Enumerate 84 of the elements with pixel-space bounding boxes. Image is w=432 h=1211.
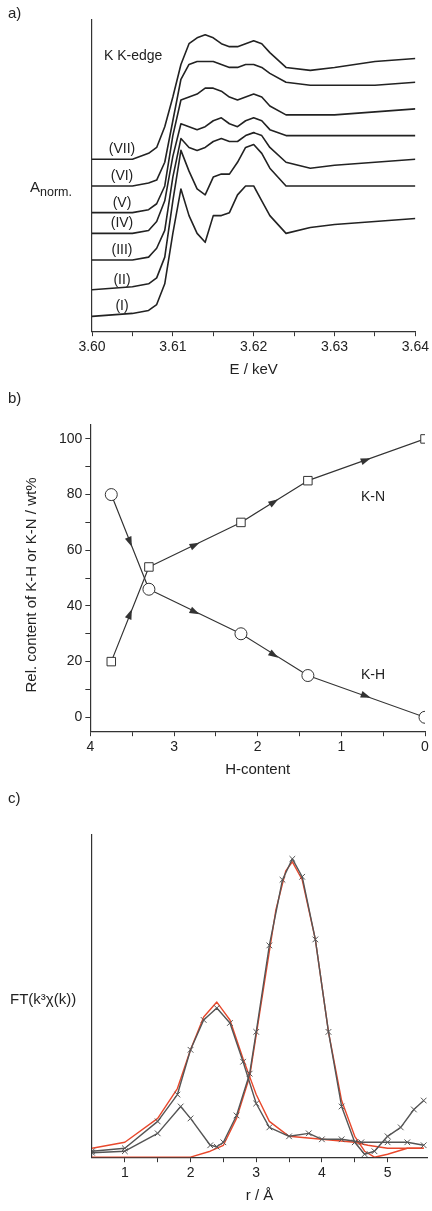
point (289, 855, 296, 863)
y-axis-title: FT(k³χ(k)) (10, 990, 77, 1007)
point (154, 1118, 162, 1125)
point (234, 627, 248, 641)
point (252, 1100, 260, 1107)
x-axis-title: H-content (225, 760, 292, 778)
point (285, 1132, 293, 1140)
series-label: (I) (115, 297, 129, 314)
y-axis-title: Rel. content of K-H or K-N / wt% (21, 477, 39, 693)
point (200, 1016, 207, 1024)
point (266, 1124, 273, 1131)
y-tick-label: 100 (59, 429, 83, 446)
y-tick-label: 40 (66, 596, 83, 613)
x-tick-label: 2 (253, 738, 262, 755)
x-tick-label: 3.64 (401, 338, 430, 355)
point (357, 1138, 365, 1146)
point (303, 475, 313, 486)
x-axis-title: r / Å (245, 1186, 274, 1204)
point (305, 1130, 313, 1137)
point (220, 1138, 227, 1146)
x-tick-label: 4 (318, 1164, 326, 1181)
annotation: K K-edge (104, 46, 163, 63)
point (298, 873, 306, 881)
point (144, 562, 154, 572)
x-tick-label: 3.63 (320, 338, 349, 355)
point (361, 1150, 368, 1158)
point (371, 1147, 378, 1155)
x-tick-label: 1 (120, 1164, 129, 1181)
point (397, 1124, 405, 1131)
x-tick-label: 3 (252, 1164, 261, 1181)
point (174, 1091, 181, 1098)
x-tick-label: 3.61 (159, 338, 187, 355)
point (279, 876, 286, 884)
series-label: (II) (113, 270, 131, 287)
x-tick-label: 3.60 (78, 338, 106, 355)
point (266, 942, 273, 949)
series-label: K-N (360, 487, 386, 504)
point (420, 1141, 427, 1149)
point (142, 582, 156, 596)
series-label: (VII) (108, 140, 136, 157)
point (252, 1028, 260, 1036)
y-tick-label: 0 (74, 708, 83, 725)
point (403, 1138, 411, 1146)
series-label: K-H (360, 666, 386, 683)
x-tick-label: 2 (186, 1164, 195, 1181)
point (187, 1115, 194, 1122)
point (213, 1004, 221, 1012)
point (239, 1058, 247, 1066)
x-tick-label: 3.62 (240, 338, 268, 355)
series-label: (VI) (110, 166, 134, 183)
series-label: (IV) (110, 214, 134, 231)
y-tick-label: 20 (66, 652, 83, 669)
point (301, 669, 315, 683)
point (213, 1143, 221, 1151)
point (106, 656, 117, 667)
point (177, 1103, 185, 1110)
x-tick-label: 0 (421, 738, 430, 755)
series-label: (V) (112, 193, 132, 210)
point (312, 936, 319, 943)
point (206, 1141, 214, 1149)
x-axis-title: E / keV (229, 360, 278, 378)
point (154, 1130, 162, 1137)
y-tick-label: 60 (66, 541, 83, 558)
x-tick-label: 1 (337, 738, 346, 755)
x-tick-label: 4 (86, 738, 95, 755)
point (233, 1112, 240, 1119)
chart-title: c) (8, 789, 21, 806)
chart-title: b) (8, 389, 22, 406)
point (187, 1046, 194, 1054)
point (318, 1135, 326, 1143)
chart-title: a) (8, 4, 22, 21)
point (338, 1135, 345, 1143)
series-label: (III) (111, 240, 133, 257)
y-axis-title: A$_{norm.}$ (30, 178, 72, 199)
point (236, 517, 246, 528)
x-tick-label: 3 (170, 738, 179, 755)
point (338, 1103, 345, 1110)
point (410, 1106, 418, 1113)
point (226, 1019, 234, 1027)
point (420, 1097, 427, 1104)
point (104, 488, 118, 502)
point (325, 1028, 332, 1036)
x-tick-label: 5 (383, 1164, 392, 1181)
y-tick-label: 80 (66, 485, 83, 502)
